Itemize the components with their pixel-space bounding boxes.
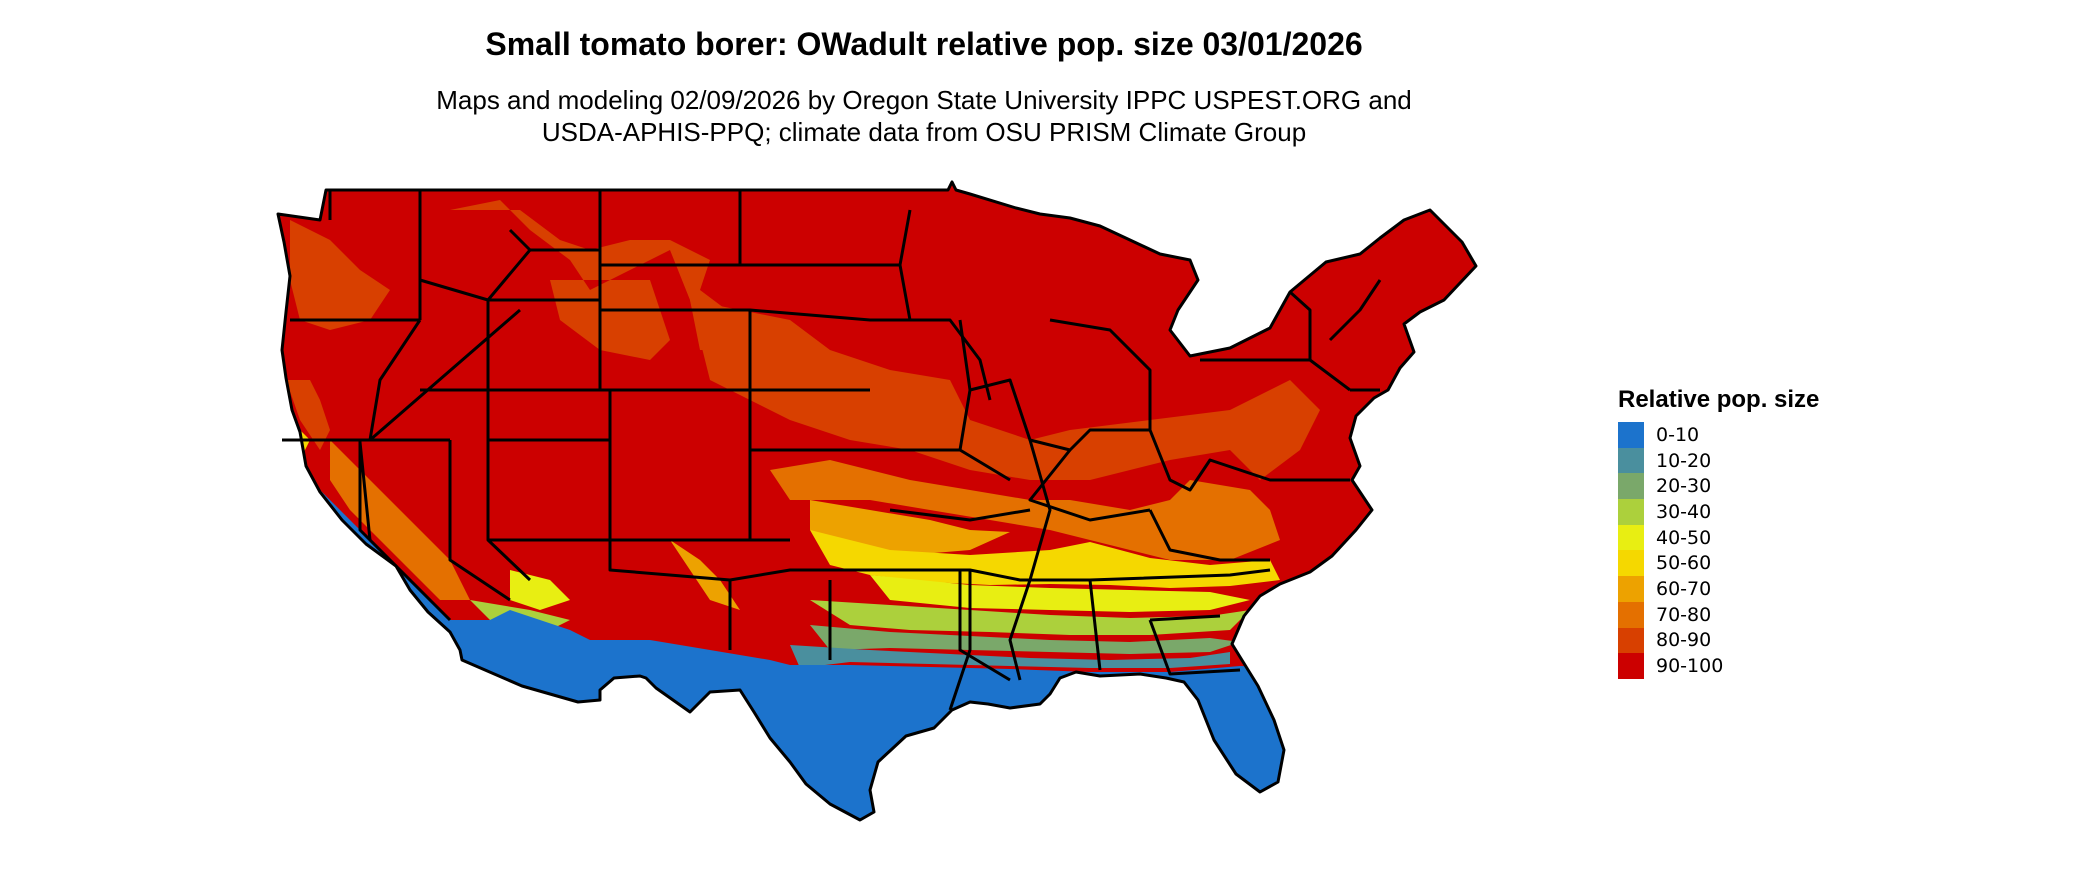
legend-label: 50-60 <box>1656 552 1712 575</box>
legend-swatch <box>1618 653 1644 679</box>
legend-label: 20-30 <box>1656 475 1712 498</box>
zone-10-20 <box>790 645 1230 668</box>
legend-item: 90-100 <box>1618 653 1819 679</box>
legend-swatch <box>1618 422 1644 448</box>
zone-20-30 <box>810 625 1240 654</box>
state-borders <box>276 180 1478 822</box>
legend-item: 20-30 <box>1618 473 1819 500</box>
legend-item: 50-60 <box>1618 550 1819 577</box>
legend-item: 10-20 <box>1618 447 1819 474</box>
zone-40-50 <box>510 570 1250 612</box>
legend-item: 30-40 <box>1618 499 1819 525</box>
legend-rows: 0-10 10-20 20-30 30-40 40-50 50-60 60-70 70-80 8… <box>1618 422 1819 679</box>
zone-60-70 <box>670 500 1010 610</box>
legend-label: 10-20 <box>1656 449 1712 472</box>
legend-swatch <box>1618 550 1644 577</box>
legend-item: 70-80 <box>1618 601 1819 628</box>
subtitle-line-2: USDA-APHIS-PPQ; climate data from OSU PR… <box>541 117 1307 147</box>
legend-item: 40-50 <box>1618 524 1819 551</box>
zone-80-90-central <box>690 300 1320 480</box>
legend-label: 0-10 <box>1656 423 1700 446</box>
legend-label: 60-70 <box>1656 577 1712 600</box>
legend-swatch <box>1618 473 1644 500</box>
legend-label: 30-40 <box>1656 500 1712 523</box>
legend-label: 80-90 <box>1656 629 1712 652</box>
heat-zones <box>278 182 1476 820</box>
legend: Relative pop. size 0-10 10-20 20-30 30-40 40… <box>1618 386 1819 679</box>
legend-item: 80-90 <box>1618 627 1819 654</box>
legend-swatch <box>1618 524 1644 551</box>
zone-80-90 <box>450 200 770 360</box>
zone-80-90-west <box>286 220 390 450</box>
zone-50-60 <box>288 420 1280 588</box>
legend-label: 90-100 <box>1656 655 1724 678</box>
legend-title: Relative pop. size <box>1618 386 1820 413</box>
us-pest-map <box>276 180 1478 822</box>
legend-label: 40-50 <box>1656 526 1712 549</box>
legend-item: 60-70 <box>1618 576 1819 602</box>
map-subtitle: Maps and modeling 02/09/2026 by Oregon S… <box>0 84 1848 148</box>
legend-swatch <box>1618 601 1644 628</box>
legend-item: 0-10 <box>1618 422 1819 448</box>
legend-swatch <box>1618 499 1644 525</box>
legend-swatch <box>1618 627 1644 654</box>
map-title: Small tomato borer: OWadult relative pop… <box>485 26 1363 62</box>
legend-swatch <box>1618 576 1644 602</box>
legend-label: 70-80 <box>1656 603 1712 626</box>
zone-30-40 <box>470 600 1250 635</box>
subtitle-line-1: Maps and modeling 02/09/2026 by Oregon S… <box>436 85 1412 115</box>
legend-swatch <box>1618 447 1644 474</box>
